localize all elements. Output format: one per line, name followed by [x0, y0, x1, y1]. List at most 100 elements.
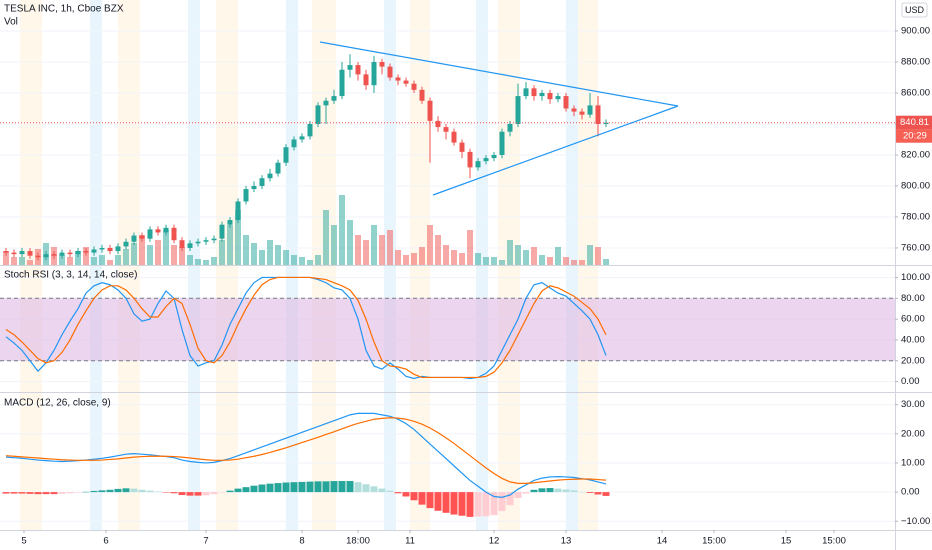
volume-bar [91, 257, 97, 265]
candle-body [531, 88, 537, 97]
histogram-bar [82, 491, 90, 493]
y-tick-label: 860.00 [901, 87, 930, 98]
histogram-bar [226, 490, 234, 493]
volume-bar [579, 260, 585, 265]
candle-body [483, 158, 489, 162]
volume-bar [3, 251, 9, 265]
volume-bar [363, 240, 369, 265]
candle-body [35, 255, 41, 258]
histogram-bar [546, 488, 554, 493]
x-tick-label: 12 [489, 536, 500, 547]
volume-bar [283, 250, 289, 265]
candle-body [19, 251, 25, 255]
y-tick-label: 10.00 [901, 457, 925, 468]
y-tick-label: 800.00 [901, 180, 930, 191]
candle-body [515, 96, 521, 124]
candle-body [43, 254, 49, 258]
volume-bar [587, 245, 593, 265]
plot-area [0, 30, 895, 522]
countdown-box [896, 129, 932, 143]
last-price-label: 840.81 [900, 117, 929, 128]
candle-body [283, 147, 289, 163]
volume-bar [523, 250, 529, 265]
currency-box[interactable] [901, 2, 928, 18]
volume-bar [171, 245, 177, 265]
volume-bar [387, 230, 393, 265]
histogram-bar [186, 492, 194, 496]
histogram-bar [522, 492, 530, 494]
candle-body [203, 240, 209, 242]
histogram-bar [314, 481, 322, 493]
candle-body [195, 241, 201, 244]
histogram-bar [338, 481, 346, 493]
volume-bar [219, 240, 225, 265]
candle-body [491, 154, 497, 159]
histogram-bar [490, 492, 498, 516]
volume-bar [499, 260, 505, 265]
histogram-bar [474, 492, 482, 517]
candle-body [363, 74, 369, 86]
volume-bar [187, 255, 193, 265]
y-tick-label: 820.00 [901, 149, 930, 160]
histogram-bar [26, 492, 34, 494]
volume-bar [571, 260, 577, 265]
x-tick-label: 15 [781, 536, 792, 547]
currency[interactable]: USD [905, 5, 925, 15]
candle-body [579, 111, 585, 115]
histogram-bar [250, 485, 258, 493]
y-tick-label: 900.00 [901, 26, 930, 37]
volume-bar [539, 255, 545, 265]
histogram-bar [530, 489, 538, 493]
candle-body [75, 251, 81, 255]
histogram-bar [58, 492, 66, 494]
histogram-bar [146, 490, 154, 493]
candle-body [83, 251, 89, 253]
histogram-bar [354, 482, 362, 493]
volume-bar [147, 245, 153, 265]
candle-body [131, 235, 137, 242]
volume-bar [595, 247, 601, 265]
volume-bar [107, 260, 113, 265]
symbol-title: TESLA INC, 1h, Cboe BZX [4, 4, 124, 15]
candle-body [59, 252, 65, 256]
volume-bar [443, 245, 449, 265]
y-tick-label: 30.00 [901, 399, 925, 410]
candle-body [499, 131, 505, 155]
histogram-bar [162, 492, 170, 493]
candle-body [11, 252, 17, 255]
histogram-bar [378, 488, 386, 493]
volume-bar [267, 240, 273, 265]
candle-body [379, 61, 385, 67]
candle-body [219, 224, 225, 239]
stoch-title: Stoch RSI (3, 3, 14, 14, close) [4, 270, 137, 281]
volume-bar [331, 225, 337, 265]
histogram-bar [346, 481, 354, 493]
volume-bar [131, 243, 137, 265]
volume-bar [163, 230, 169, 265]
histogram-bar [450, 492, 458, 515]
candle-body [427, 100, 433, 121]
last-price-box [896, 115, 932, 130]
histogram-bar [370, 486, 378, 493]
candle-body [179, 240, 185, 248]
candle-body [411, 83, 417, 90]
histogram-bar [482, 492, 490, 517]
candle-body [139, 235, 145, 239]
candle-body [595, 105, 601, 124]
candle-body [243, 189, 249, 202]
x-tick-label: 8 [299, 536, 304, 547]
y-tick-label: 80.00 [901, 293, 925, 304]
volume-bar [227, 225, 233, 265]
histogram-bar [98, 490, 106, 493]
x-tick-label: 15:00 [822, 536, 846, 547]
macd-line [5, 412, 607, 498]
volume-bar [11, 257, 17, 265]
histogram-bar [90, 490, 98, 493]
volume-bar [115, 255, 121, 265]
candle-body [371, 61, 377, 86]
volume-bar [507, 240, 513, 265]
candle-body [3, 251, 9, 253]
histogram-bar [442, 492, 450, 513]
